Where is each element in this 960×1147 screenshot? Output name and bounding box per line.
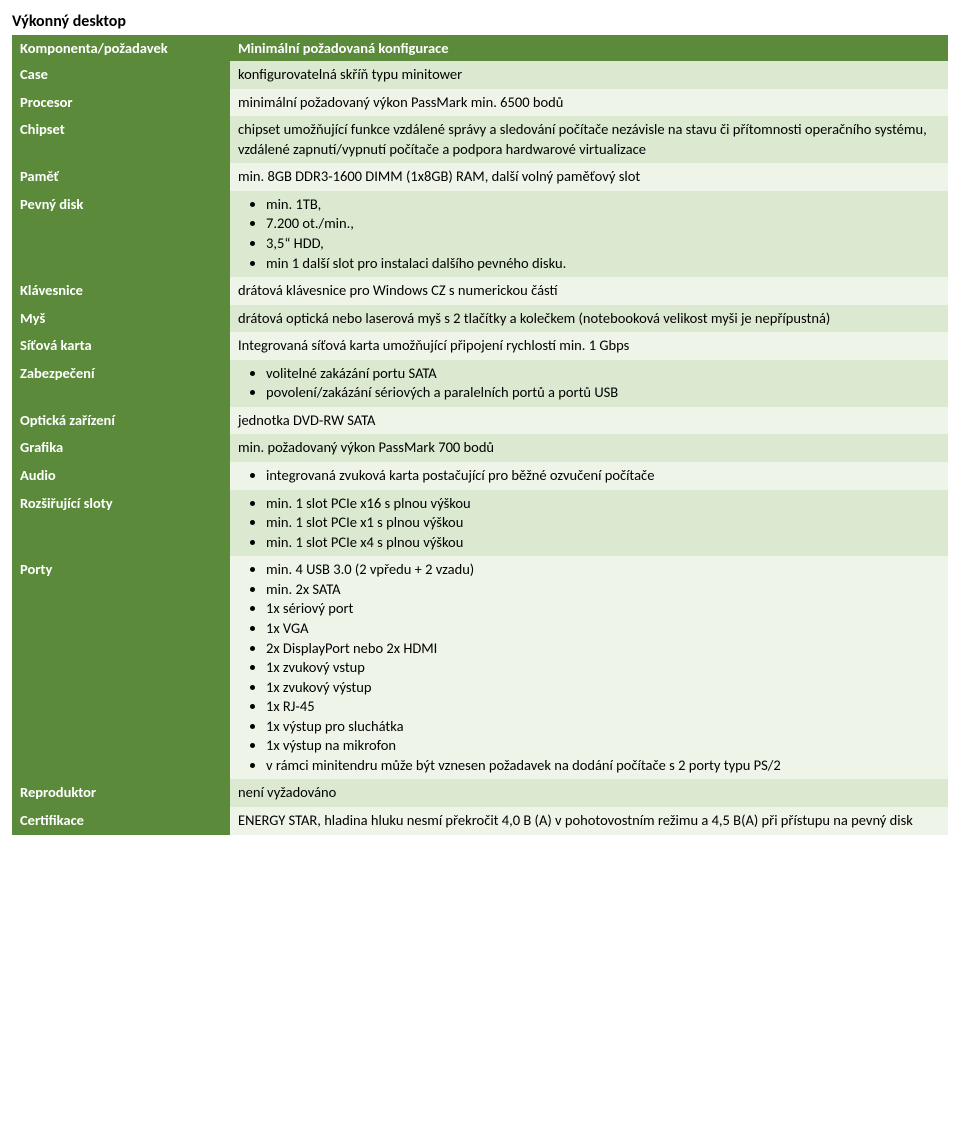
value-list: min. 4 USB 3.0 (2 vpředu + 2 vzadu)min. … xyxy=(238,560,940,775)
list-item: min 1 další slot pro instalaci dalšího p… xyxy=(266,254,940,274)
table-row: Reproduktornení vyžadováno xyxy=(12,779,948,807)
row-value: chipset umožňující funkce vzdálené správ… xyxy=(230,116,948,163)
row-label: Optická zařízení xyxy=(12,407,230,435)
row-label: Audio xyxy=(12,462,230,490)
list-item: min. 1 slot PCIe x4 s plnou výškou xyxy=(266,533,940,553)
list-item: 3,5“ HDD, xyxy=(266,234,940,254)
row-value: volitelné zakázání portu SATApovolení/za… xyxy=(230,360,948,407)
table-header-config: Minimální požadovaná konfigurace xyxy=(230,35,948,61)
list-item: min. 2x SATA xyxy=(266,580,940,600)
list-item: v rámci minitendru může být vznesen poža… xyxy=(266,756,940,776)
row-value: není vyžadováno xyxy=(230,779,948,807)
row-value: min. 1 slot PCIe x16 s plnou výškoumin. … xyxy=(230,490,948,557)
value-list: min. 1 slot PCIe x16 s plnou výškoumin. … xyxy=(238,494,940,553)
row-label: Klávesnice xyxy=(12,277,230,305)
table-header-component: Komponenta/požadavek xyxy=(12,35,230,61)
list-item: min. 1TB, xyxy=(266,195,940,215)
row-label: Reproduktor xyxy=(12,779,230,807)
list-item: volitelné zakázání portu SATA xyxy=(266,364,940,384)
table-row: Casekonfigurovatelná skříň typu minitowe… xyxy=(12,61,948,89)
row-value: drátová optická nebo laserová myš s 2 tl… xyxy=(230,305,948,333)
list-item: povolení/zakázání sériových a paralelníc… xyxy=(266,383,940,403)
value-list: min. 1TB,7.200 ot./min.,3,5“ HDD,min 1 d… xyxy=(238,195,940,273)
row-label: Procesor xyxy=(12,89,230,117)
table-row: Myšdrátová optická nebo laserová myš s 2… xyxy=(12,305,948,333)
list-item: 7.200 ot./min., xyxy=(266,214,940,234)
row-value: min. 1TB,7.200 ot./min.,3,5“ HDD,min 1 d… xyxy=(230,191,948,277)
row-value: integrovaná zvuková karta postačující pr… xyxy=(230,462,948,490)
row-value: min. 8GB DDR3-1600 DIMM (1x8GB) RAM, dal… xyxy=(230,163,948,191)
row-label: Myš xyxy=(12,305,230,333)
table-row: Rozšiřující slotymin. 1 slot PCIe x16 s … xyxy=(12,490,948,557)
table-row: CertifikaceENERGY STAR, hladina hluku ne… xyxy=(12,807,948,835)
list-item: 1x VGA xyxy=(266,619,940,639)
list-item: 1x sériový port xyxy=(266,599,940,619)
table-row: Grafikamin. požadovaný výkon PassMark 70… xyxy=(12,434,948,462)
row-value: konfigurovatelná skříň typu minitower xyxy=(230,61,948,89)
table-row: Paměťmin. 8GB DDR3-1600 DIMM (1x8GB) RAM… xyxy=(12,163,948,191)
row-value: jednotka DVD-RW SATA xyxy=(230,407,948,435)
value-list: integrovaná zvuková karta postačující pr… xyxy=(238,466,940,486)
row-value: Integrovaná síťová karta umožňující přip… xyxy=(230,332,948,360)
list-item: min. 1 slot PCIe x16 s plnou výškou xyxy=(266,494,940,514)
row-label: Pevný disk xyxy=(12,191,230,277)
row-label: Zabezpečení xyxy=(12,360,230,407)
row-label: Síťová karta xyxy=(12,332,230,360)
table-row: Procesorminimální požadovaný výkon PassM… xyxy=(12,89,948,117)
row-label: Porty xyxy=(12,556,230,779)
row-label: Paměť xyxy=(12,163,230,191)
table-row: Audio integrovaná zvuková karta postačují… xyxy=(12,462,948,490)
table-row: Pevný diskmin. 1TB,7.200 ot./min.,3,5“ H… xyxy=(12,191,948,277)
list-item: 1x výstup na mikrofon xyxy=(266,736,940,756)
list-item: min. 4 USB 3.0 (2 vpředu + 2 vzadu) xyxy=(266,560,940,580)
list-item: 2x DisplayPort nebo 2x HDMI xyxy=(266,639,940,659)
list-item: min. 1 slot PCIe x1 s plnou výškou xyxy=(266,513,940,533)
value-list: volitelné zakázání portu SATApovolení/za… xyxy=(238,364,940,403)
table-row: Síťová kartaIntegrovaná síťová karta umo… xyxy=(12,332,948,360)
row-value: ENERGY STAR, hladina hluku nesmí překroč… xyxy=(230,807,948,835)
row-label: Certifikace xyxy=(12,807,230,835)
table-row: Chipsetchipset umožňující funkce vzdálen… xyxy=(12,116,948,163)
page-title: Výkonný desktop xyxy=(12,12,948,31)
table-row: Portymin. 4 USB 3.0 (2 vpředu + 2 vzadu)… xyxy=(12,556,948,779)
list-item: 1x RJ-45 xyxy=(266,697,940,717)
list-item: integrovaná zvuková karta postačující pr… xyxy=(266,466,940,486)
table-row: Zabezpečenívolitelné zakázání portu SATA… xyxy=(12,360,948,407)
list-item: 1x zvukový vstup xyxy=(266,658,940,678)
row-value: drátová klávesnice pro Windows CZ s nume… xyxy=(230,277,948,305)
row-value: min. požadovaný výkon PassMark 700 bodů xyxy=(230,434,948,462)
list-item: 1x výstup pro sluchátka xyxy=(266,717,940,737)
table-row: Optická zařízeníjednotka DVD-RW SATA xyxy=(12,407,948,435)
row-label: Chipset xyxy=(12,116,230,163)
row-label: Rozšiřující sloty xyxy=(12,490,230,557)
list-item: 1x zvukový výstup xyxy=(266,678,940,698)
row-label: Grafika xyxy=(12,434,230,462)
spec-table: Komponenta/požadavek Minimální požadovan… xyxy=(12,35,948,835)
row-value: minimální požadovaný výkon PassMark min.… xyxy=(230,89,948,117)
row-label: Case xyxy=(12,61,230,89)
table-row: Klávesnicedrátová klávesnice pro Windows… xyxy=(12,277,948,305)
row-value: min. 4 USB 3.0 (2 vpředu + 2 vzadu)min. … xyxy=(230,556,948,779)
